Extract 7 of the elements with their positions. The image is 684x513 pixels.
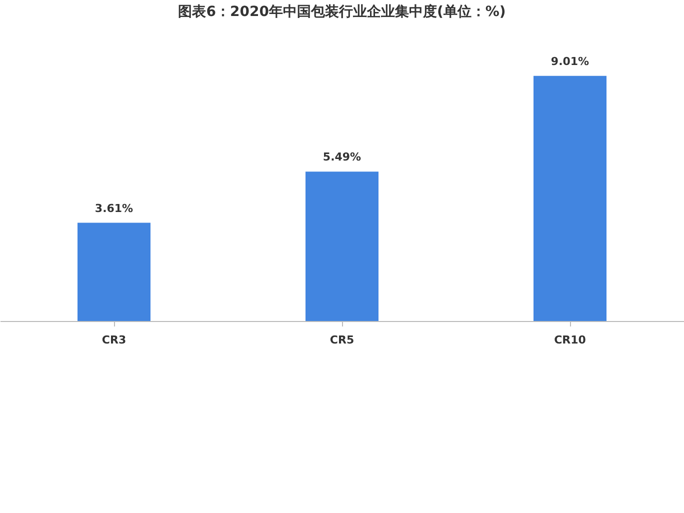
data-label: 5.49% xyxy=(322,150,362,164)
data-label: 3.61% xyxy=(94,202,134,215)
x-tick-label: CR5 xyxy=(330,334,354,346)
x-tick-label: CR10 xyxy=(554,334,586,346)
chart-title: 图表6：2020年中国包装行业企业集中度(单位：%) xyxy=(178,3,506,20)
x-tick-label: CR3 xyxy=(102,334,126,346)
data-label: 9.01% xyxy=(550,54,590,68)
